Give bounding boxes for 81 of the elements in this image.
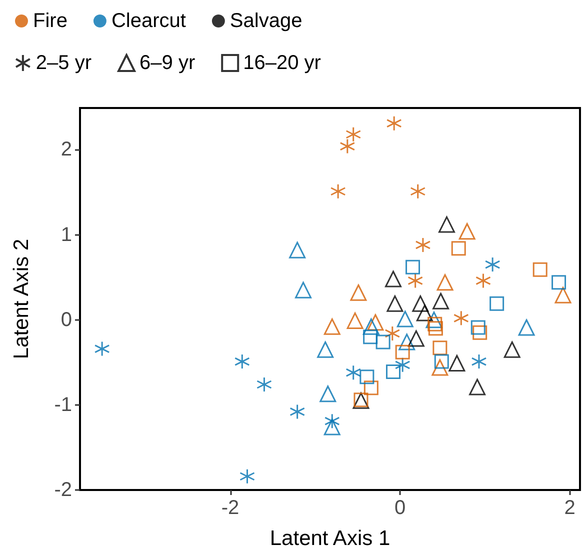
point (472, 325, 488, 340)
legend-label: 16–20 yr (243, 52, 322, 74)
point (346, 312, 364, 329)
point (362, 318, 380, 335)
point (451, 241, 466, 256)
point (552, 275, 566, 290)
point (475, 272, 491, 288)
legend-label: Fire (33, 10, 68, 32)
point (458, 223, 476, 240)
x-tick-label: 0 (394, 497, 406, 519)
point (364, 380, 378, 396)
point (320, 386, 336, 402)
point (408, 330, 424, 347)
point (469, 378, 486, 396)
y-tick-label: 2 (60, 138, 72, 161)
point (330, 184, 346, 200)
point (324, 418, 340, 436)
point (416, 304, 433, 322)
point (554, 286, 572, 304)
y-axis-title: Latent Axis 2 (10, 238, 33, 360)
point (386, 116, 402, 132)
point (428, 321, 443, 336)
point (518, 319, 535, 336)
point (295, 282, 312, 298)
point (384, 326, 400, 342)
legend-label: Salvage (230, 10, 302, 32)
point (504, 341, 520, 358)
point (471, 354, 487, 370)
point (432, 359, 448, 376)
point (346, 364, 362, 380)
point (436, 274, 454, 291)
x-tick-label: 2 (564, 497, 576, 519)
point (394, 357, 410, 373)
x-axis-title: Latent Axis 1 (270, 527, 390, 550)
point (94, 341, 110, 357)
point (484, 256, 500, 272)
point (432, 340, 448, 356)
point (532, 262, 548, 277)
point (350, 284, 367, 301)
point (324, 413, 340, 429)
point (384, 270, 402, 288)
point (256, 376, 272, 392)
point (415, 237, 431, 253)
point (453, 310, 469, 326)
legend-label: 6–9 yr (140, 52, 196, 74)
point (490, 296, 504, 311)
y-tick-label: 0 (60, 308, 72, 331)
point (395, 344, 410, 360)
point (406, 260, 420, 274)
point (290, 404, 306, 420)
point (432, 292, 450, 310)
point (398, 334, 416, 350)
legend-label: Clearcut (111, 10, 186, 32)
point (346, 126, 362, 142)
point (386, 295, 404, 312)
point (324, 318, 340, 335)
y-tick-label: -1 (54, 394, 72, 416)
point (376, 334, 390, 350)
point (396, 310, 414, 328)
legend-label: 2–5 yr (36, 52, 92, 74)
point (317, 341, 334, 358)
y-tick-label: -2 (54, 479, 72, 501)
point (470, 320, 486, 335)
point (386, 364, 400, 379)
point (363, 330, 378, 344)
x-tick-label: -2 (221, 497, 240, 519)
point (438, 216, 455, 233)
y-tick-label: 1 (60, 224, 72, 246)
point (412, 295, 429, 312)
point (289, 242, 306, 258)
point (428, 316, 442, 332)
point (426, 312, 442, 328)
point (234, 354, 250, 370)
point (239, 468, 255, 484)
point (340, 138, 356, 154)
point (367, 314, 384, 331)
point (410, 184, 426, 200)
point (448, 354, 466, 372)
point (360, 370, 374, 384)
point (408, 272, 424, 288)
point (434, 354, 449, 369)
